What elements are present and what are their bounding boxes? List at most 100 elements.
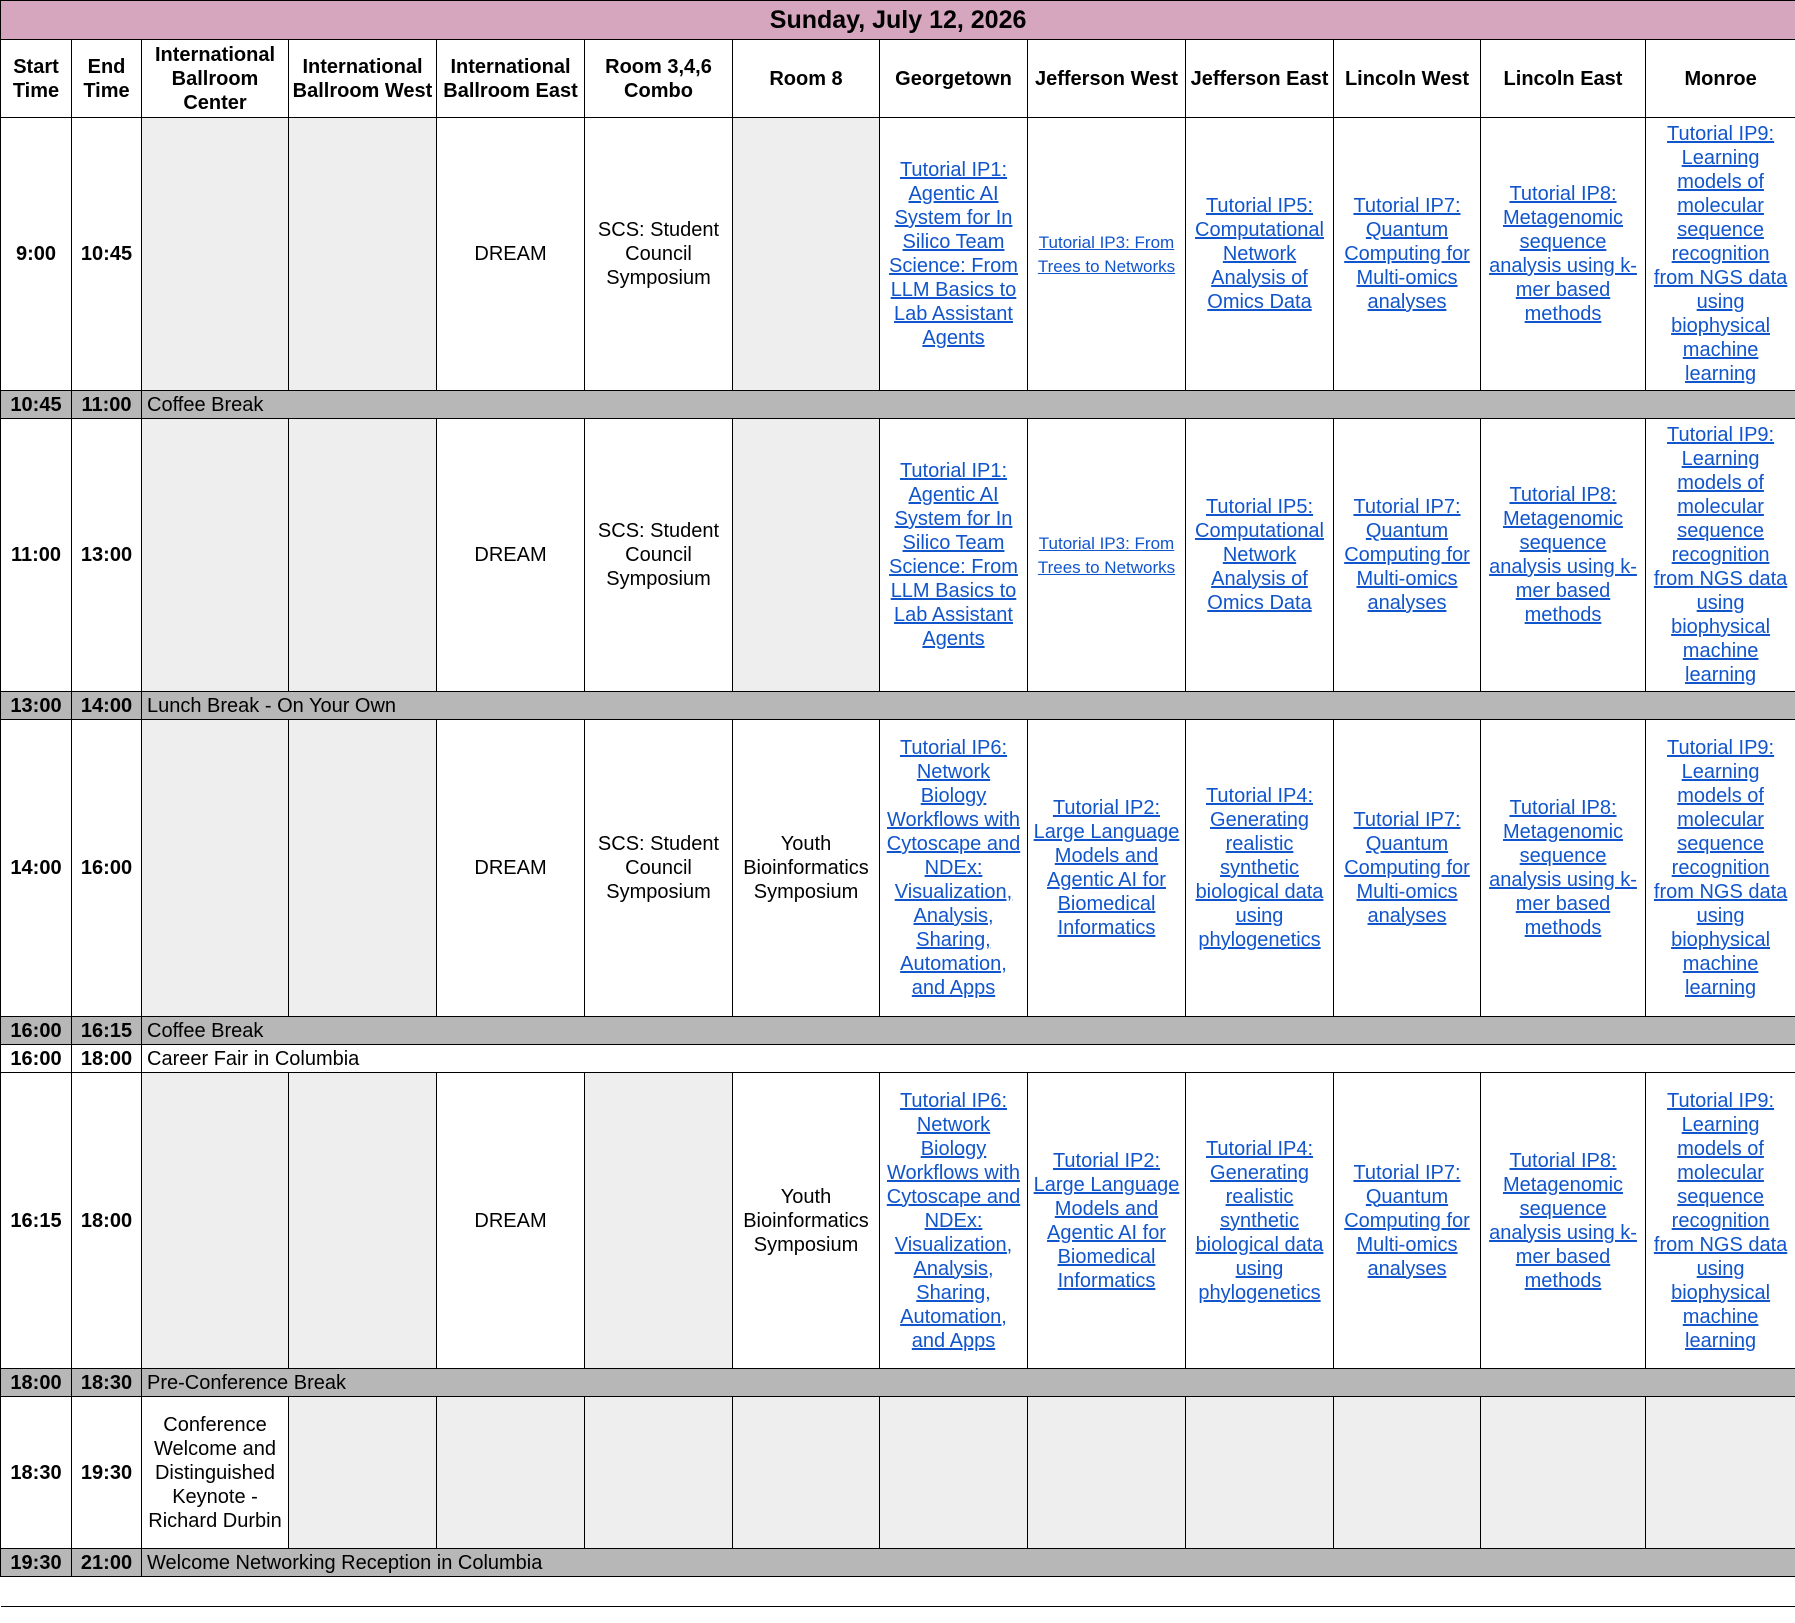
session-cell: Tutorial IP4: Generating realistic synth…	[1185, 719, 1334, 1017]
end-time: 18:30	[71, 1368, 142, 1397]
event-label: Career Fair in Columbia	[140, 1044, 1795, 1073]
session-cell: Tutorial IP3: From Trees to Networks	[1027, 117, 1186, 391]
session-cell: Tutorial IP9: Learning models of molecul…	[1644, 1072, 1795, 1369]
session-link[interactable]: Tutorial IP7: Quantum Computing for Mult…	[1344, 496, 1470, 614]
session-link[interactable]: Tutorial IP2: Large Language Models and …	[1033, 797, 1180, 939]
session-link[interactable]: Tutorial IP1: Agentic AI System for In S…	[889, 159, 1018, 349]
column-header: Jefferson East	[1185, 39, 1334, 118]
empty-cell	[288, 117, 437, 391]
session-cell: Tutorial IP6: Network Biology Workflows …	[879, 1072, 1028, 1369]
session-link[interactable]: Tutorial IP4: Generating realistic synth…	[1195, 785, 1324, 951]
session-link[interactable]: Tutorial IP4: Generating realistic synth…	[1195, 1137, 1324, 1304]
empty-cell	[1333, 1396, 1481, 1549]
column-header: End Time	[71, 39, 142, 118]
empty-cell	[1644, 1396, 1795, 1549]
session-link[interactable]: Tutorial IP7: Quantum Computing for Mult…	[1344, 195, 1470, 313]
session-cell: Tutorial IP5: Computational Network Anal…	[1185, 117, 1334, 391]
session-cell: Youth Bioinformatics Symposium	[732, 1072, 880, 1369]
empty-cell	[141, 117, 289, 391]
session-cell: Tutorial IP1: Agentic AI System for In S…	[879, 117, 1028, 391]
session-cell: Tutorial IP9: Learning models of molecul…	[1644, 418, 1795, 692]
break-label: Coffee Break	[140, 390, 1795, 419]
session-cell: Youth Bioinformatics Symposium	[732, 719, 880, 1017]
session-cell: Tutorial IP2: Large Language Models and …	[1027, 1072, 1186, 1369]
session-cell: Tutorial IP6: Network Biology Workflows …	[879, 719, 1028, 1017]
session-link[interactable]: Tutorial IP8: Metagenomic sequence analy…	[1489, 1149, 1637, 1292]
break-label: Pre-Conference Break	[140, 1368, 1795, 1397]
session-link[interactable]: Tutorial IP7: Quantum Computing for Mult…	[1344, 809, 1470, 927]
empty-cell	[141, 1072, 289, 1369]
session-label: DREAM	[474, 1209, 547, 1232]
session-link[interactable]: Tutorial IP2: Large Language Models and …	[1033, 1149, 1180, 1292]
break-label: Coffee Break	[140, 1016, 1795, 1045]
start-time: 16:00	[0, 1044, 72, 1073]
empty-cell	[288, 1072, 437, 1369]
end-time: 18:00	[71, 1072, 142, 1369]
session-cell: Tutorial IP7: Quantum Computing for Mult…	[1333, 418, 1481, 692]
session-link[interactable]: Tutorial IP9: Learning models of molecul…	[1653, 737, 1788, 999]
session-link[interactable]: Tutorial IP8: Metagenomic sequence analy…	[1489, 183, 1637, 325]
end-time: 21:00	[71, 1548, 142, 1577]
session-link[interactable]: Tutorial IP8: Metagenomic sequence analy…	[1489, 484, 1637, 626]
session-link[interactable]: Tutorial IP3: From Trees to Networks	[1037, 233, 1176, 276]
session-link[interactable]: Tutorial IP9: Learning models of molecul…	[1653, 1089, 1788, 1352]
session-label: DREAM	[474, 857, 547, 879]
session-link[interactable]: Tutorial IP1: Agentic AI System for In S…	[889, 460, 1018, 650]
end-time: 16:00	[71, 719, 142, 1017]
end-time: 19:30	[71, 1396, 142, 1549]
session-cell: DREAM	[436, 719, 585, 1017]
column-header: Jefferson West	[1027, 39, 1186, 118]
blank-row	[0, 1576, 1795, 1607]
empty-cell	[584, 1072, 733, 1369]
session-cell: Tutorial IP8: Metagenomic sequence analy…	[1480, 117, 1646, 391]
session-label: Youth Bioinformatics Symposium	[743, 1185, 869, 1256]
session-row: 18:30 19:30 Conference Welcome and Disting…	[0, 1396, 1795, 1549]
session-link[interactable]: Tutorial IP5: Computational Network Anal…	[1195, 496, 1324, 614]
empty-cell	[141, 719, 289, 1017]
start-time: 10:45	[0, 390, 72, 419]
session-cell: Tutorial IP5: Computational Network Anal…	[1185, 418, 1334, 692]
session-cell: SCS: Student Council Symposium	[584, 117, 733, 391]
session-link[interactable]: Tutorial IP3: From Trees to Networks	[1037, 534, 1176, 577]
session-link[interactable]: Tutorial IP9: Learning models of molecul…	[1653, 424, 1788, 686]
session-row: 14:00 16:00 DREAM SCS: Student Council Symp…	[0, 719, 1795, 1017]
break-label: Welcome Networking Reception in Columbia	[140, 1548, 1795, 1577]
session-link[interactable]: Tutorial IP6: Network Biology Workflows …	[886, 737, 1021, 999]
session-label: DREAM	[474, 243, 547, 265]
break-row: 18:00 18:30 Pre-Conference Break	[0, 1368, 1795, 1397]
end-time: 11:00	[71, 390, 142, 419]
session-cell: Tutorial IP4: Generating realistic synth…	[1185, 1072, 1334, 1369]
session-link[interactable]: Tutorial IP7: Quantum Computing for Mult…	[1344, 1161, 1470, 1280]
session-label: SCS: Student Council Symposium	[597, 833, 720, 903]
start-time: 18:30	[0, 1396, 72, 1549]
session-row: 11:00 13:00 DREAM SCS: Student Council Symp…	[0, 418, 1795, 692]
session-link[interactable]: Tutorial IP9: Learning models of molecul…	[1653, 123, 1788, 385]
empty-cell	[584, 1396, 733, 1549]
session-link[interactable]: Tutorial IP5: Computational Network Anal…	[1195, 195, 1324, 313]
session-cell: Conference Welcome and Distinguished Key…	[141, 1396, 289, 1549]
page-title: Sunday, July 12, 2026	[0, 0, 1795, 40]
break-row: 10:45 11:00 Coffee Break	[0, 390, 1795, 419]
session-cell: Tutorial IP8: Metagenomic sequence analy…	[1480, 719, 1646, 1017]
session-cell: DREAM	[436, 117, 585, 391]
column-header: Lincoln West	[1333, 39, 1481, 118]
session-cell: Tutorial IP7: Quantum Computing for Mult…	[1333, 719, 1481, 1017]
session-cell: Tutorial IP9: Learning models of molecul…	[1644, 117, 1795, 391]
column-header: Start Time	[0, 39, 72, 118]
session-cell: Tutorial IP2: Large Language Models and …	[1027, 719, 1186, 1017]
session-label: DREAM	[474, 544, 547, 566]
session-cell: Tutorial IP3: From Trees to Networks	[1027, 418, 1186, 692]
session-cell: Tutorial IP7: Quantum Computing for Mult…	[1333, 117, 1481, 391]
end-time: 10:45	[71, 117, 142, 391]
empty-cell	[288, 719, 437, 1017]
column-header: International Ballroom Center	[141, 39, 289, 118]
column-header: Monroe	[1644, 39, 1795, 118]
session-link[interactable]: Tutorial IP8: Metagenomic sequence analy…	[1489, 797, 1637, 939]
title-row: Sunday, July 12, 2026	[0, 0, 1795, 40]
column-header: Lincoln East	[1480, 39, 1646, 118]
end-time: 18:00	[71, 1044, 142, 1073]
session-link[interactable]: Tutorial IP6: Network Biology Workflows …	[886, 1089, 1021, 1352]
end-time: 13:00	[71, 418, 142, 692]
blank-cell	[0, 1576, 1795, 1607]
